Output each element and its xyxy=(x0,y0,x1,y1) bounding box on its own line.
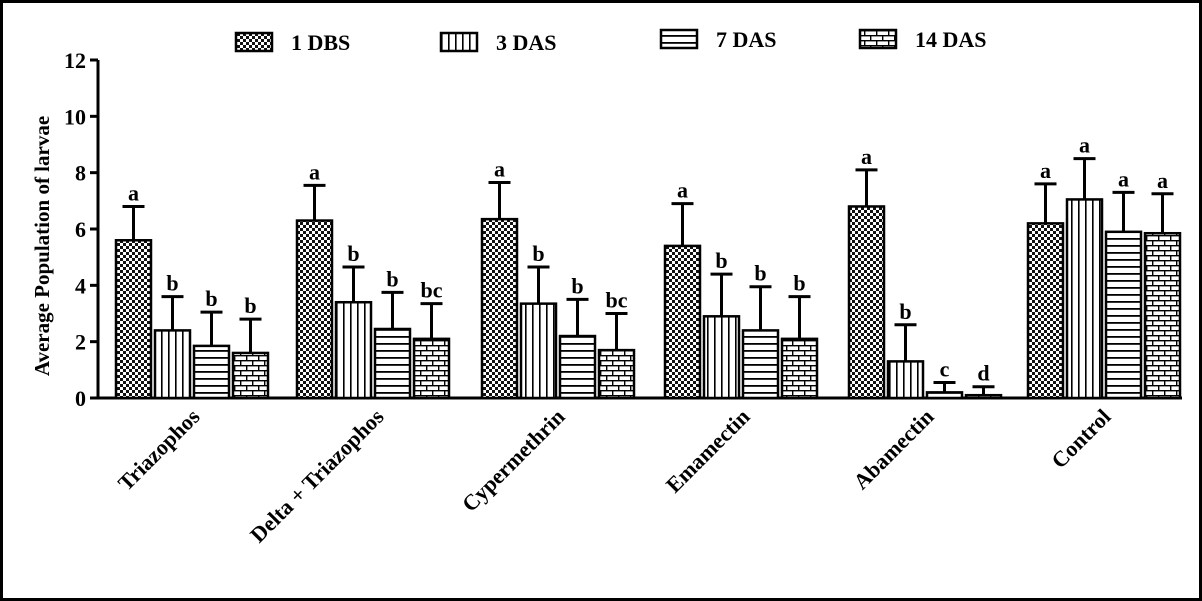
bar xyxy=(114,239,153,400)
significance-label: a xyxy=(1157,168,1168,193)
bar xyxy=(886,360,925,400)
x-tick-label: Triazophos xyxy=(113,404,205,496)
significance-label: a xyxy=(861,144,872,169)
bar xyxy=(741,329,780,400)
x-tick-labels: Triazophos Delta + Triazophos Cypermethrin… xyxy=(113,404,1116,548)
bar xyxy=(1104,230,1143,400)
bar xyxy=(153,329,192,400)
significance-label: b xyxy=(244,293,256,318)
bar xyxy=(964,393,1003,400)
significance-label: a xyxy=(494,157,505,182)
legend-label: 7 DAS xyxy=(716,27,777,52)
bar xyxy=(1065,198,1104,400)
significance-label: b xyxy=(571,273,583,298)
y-tick-label: 0 xyxy=(75,386,86,411)
bar xyxy=(412,337,451,400)
significance-label: bc xyxy=(421,278,443,303)
bar xyxy=(597,348,636,400)
significance-label: a xyxy=(1040,158,1051,183)
y-tick-label: 8 xyxy=(75,161,86,186)
legend-swatch xyxy=(439,31,479,53)
y-tick-label: 2 xyxy=(75,330,86,355)
bar xyxy=(925,391,964,400)
bar xyxy=(231,351,270,400)
bar xyxy=(702,315,741,400)
significance-label: b xyxy=(205,286,217,311)
significance-label: b xyxy=(715,248,727,273)
significance-label: a xyxy=(309,159,320,184)
x-tick-label: Delta + Triazophos xyxy=(245,404,389,548)
bar xyxy=(663,244,702,400)
bar xyxy=(847,205,886,400)
bar xyxy=(295,219,334,400)
x-tick-label: Control xyxy=(1046,404,1115,473)
significance-label: a xyxy=(1118,166,1129,191)
significance-label: a xyxy=(1079,133,1090,158)
bar xyxy=(480,217,519,400)
y-tick-label: 12 xyxy=(64,48,86,73)
bar xyxy=(1143,231,1182,400)
significance-label: b xyxy=(386,266,398,291)
significance-label: bc xyxy=(606,288,628,313)
y-tick-label: 6 xyxy=(75,217,86,242)
significance-label: b xyxy=(347,241,359,266)
significance-label: d xyxy=(977,361,989,386)
bar xyxy=(519,302,558,400)
significance-label: b xyxy=(166,271,178,296)
significance-label: a xyxy=(677,178,688,203)
legend-swatch xyxy=(858,28,898,50)
bar xyxy=(780,337,819,400)
x-tick-label: Cypermethrin xyxy=(457,404,570,517)
bar xyxy=(373,327,412,400)
bar xyxy=(192,344,231,400)
bar xyxy=(334,300,373,400)
bar xyxy=(558,334,597,400)
significance-label: b xyxy=(532,241,544,266)
significance-label: a xyxy=(128,180,139,205)
significance-label: b xyxy=(754,261,766,286)
y-tick-label: 10 xyxy=(64,104,86,129)
legend-swatch xyxy=(234,31,274,53)
legend-label: 14 DAS xyxy=(915,27,987,52)
significance-label: b xyxy=(899,299,911,324)
y-axis-label: Average Population of larvae xyxy=(30,116,54,376)
legend-swatch xyxy=(659,28,699,50)
legend-label: 1 DBS xyxy=(291,30,350,55)
legend-label: 3 DAS xyxy=(496,30,557,55)
x-tick-label: Abamectin xyxy=(848,404,938,494)
significance-label: c xyxy=(940,357,950,382)
y-tick-label: 4 xyxy=(75,273,86,298)
x-tick-label: Emamectin xyxy=(661,404,755,498)
legend: 1 DBS 3 DAS 7 DAS 14 DAS xyxy=(234,27,987,55)
bar xyxy=(1026,222,1065,400)
significance-label: b xyxy=(793,271,805,296)
y-ticks: 0 2 4 6 8 10 12 xyxy=(64,48,98,411)
